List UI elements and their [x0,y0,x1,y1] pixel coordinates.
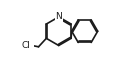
Text: Cl: Cl [22,41,31,50]
Text: N: N [55,12,62,21]
